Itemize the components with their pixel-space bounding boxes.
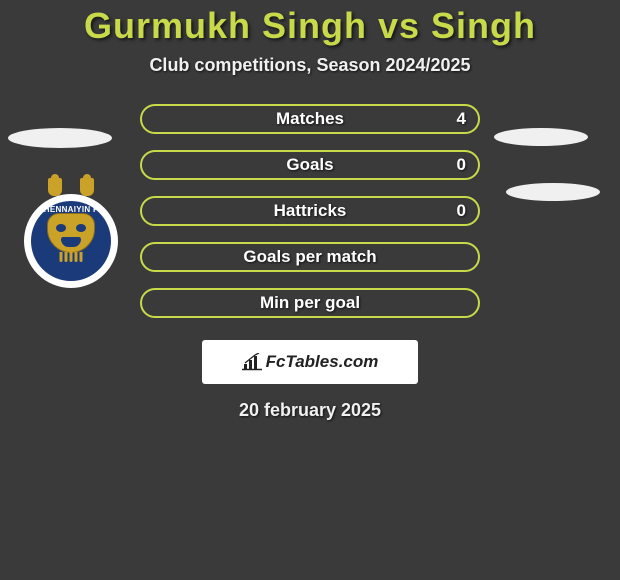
bar-chart-icon bbox=[242, 353, 262, 371]
stat-value-right: 0 bbox=[457, 155, 466, 175]
stat-label: Matches bbox=[276, 109, 344, 129]
stat-row-goals-per-match: Goals per match bbox=[140, 242, 480, 272]
player-right-badge-placeholder-2 bbox=[506, 183, 600, 201]
trophy-icon bbox=[80, 178, 94, 196]
trophy-icon bbox=[48, 178, 62, 196]
stat-row-goals: Goals 0 bbox=[140, 150, 480, 180]
mask-icon bbox=[47, 213, 95, 265]
stat-value-right: 4 bbox=[457, 109, 466, 129]
stat-row-hattricks: Hattricks 0 bbox=[140, 196, 480, 226]
logo-inner-circle: CHENNAIYIN FC bbox=[31, 201, 111, 281]
page-title: Gurmukh Singh vs Singh bbox=[0, 5, 620, 47]
snapshot-date: 20 february 2025 bbox=[0, 400, 620, 421]
stat-label: Hattricks bbox=[274, 201, 347, 221]
stat-label: Min per goal bbox=[260, 293, 360, 313]
page-subtitle: Club competitions, Season 2024/2025 bbox=[0, 55, 620, 76]
attribution-text: FcTables.com bbox=[266, 352, 379, 372]
stat-row-matches: Matches 4 bbox=[140, 104, 480, 134]
stat-value-right: 0 bbox=[457, 201, 466, 221]
player-right-badge-placeholder-1 bbox=[494, 128, 588, 146]
stats-table: Matches 4 Goals 0 Hattricks 0 Goals per … bbox=[140, 104, 480, 318]
comparison-card: Gurmukh Singh vs Singh Club competitions… bbox=[0, 0, 620, 421]
stat-label: Goals bbox=[286, 155, 333, 175]
stat-label: Goals per match bbox=[243, 247, 376, 267]
logo-outer-circle: CHENNAIYIN FC bbox=[24, 194, 118, 288]
club-logo-left: CHENNAIYIN FC bbox=[24, 178, 118, 292]
stat-row-min-per-goal: Min per goal bbox=[140, 288, 480, 318]
player-left-badge-placeholder bbox=[8, 128, 112, 148]
attribution-badge: FcTables.com bbox=[202, 340, 418, 384]
